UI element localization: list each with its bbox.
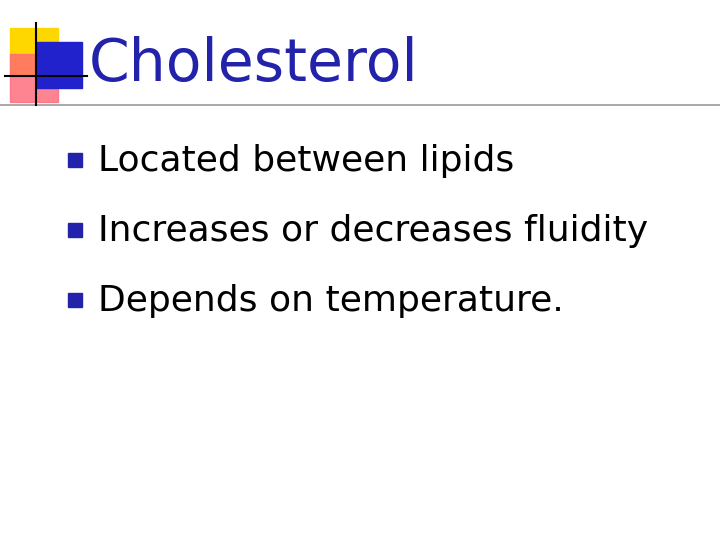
FancyBboxPatch shape [10,28,58,76]
Text: Depends on temperature.: Depends on temperature. [98,284,564,318]
FancyBboxPatch shape [37,43,82,88]
Text: Located between lipids: Located between lipids [98,144,514,178]
FancyBboxPatch shape [10,55,58,103]
Bar [68,223,82,237]
Text: Cholesterol: Cholesterol [89,36,419,92]
Bar [68,153,82,167]
Text: Increases or decreases fluidity: Increases or decreases fluidity [98,214,648,248]
Bar [68,293,82,307]
